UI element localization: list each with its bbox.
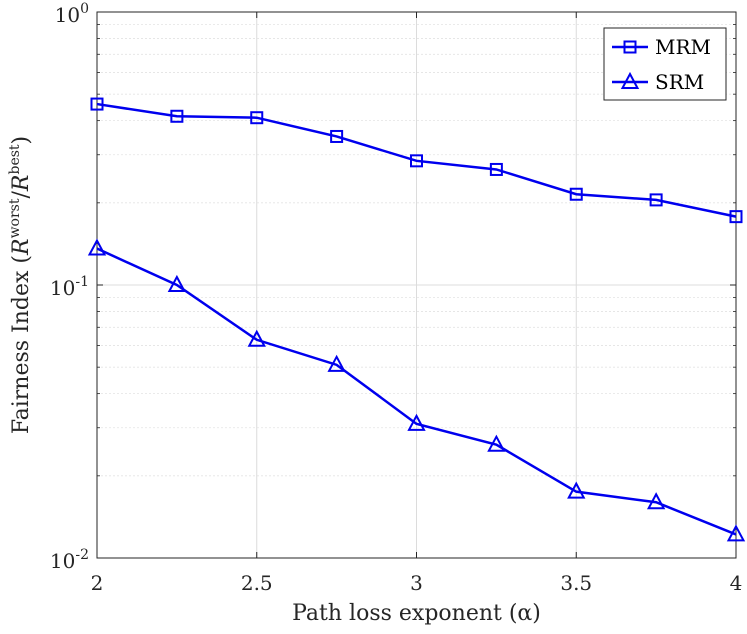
data-point-srm	[726, 524, 746, 542]
data-point-srm	[407, 413, 426, 431]
data-point-mrm	[649, 193, 663, 207]
data-point-srm	[646, 492, 666, 510]
x-tick-label: 2.5	[241, 571, 273, 595]
axis-ticks: 2 2.5 3 3.5 4 100 10-1 10-2	[50, 1, 742, 595]
y-axis-label-r1: R	[9, 238, 34, 256]
series-group	[87, 97, 746, 542]
x-tick-label: 3.5	[560, 571, 592, 595]
y-axis-label-slash: /	[9, 191, 34, 199]
legend-label-mrm: MRM	[655, 35, 711, 59]
data-point-mrm	[489, 162, 503, 176]
y-axis-label-sup2: best	[7, 144, 23, 174]
data-point-srm	[87, 238, 107, 256]
x-tick-label: 2	[91, 571, 104, 595]
y-axis-label-prefix: Fairness Index (	[9, 255, 34, 434]
data-point-mrm	[330, 129, 344, 143]
y-axis-label-suffix: )	[9, 136, 34, 145]
data-point-mrm	[729, 210, 743, 224]
y-axis-label: Fairness Index (Rworst/Rbest)	[7, 136, 34, 434]
x-tick-label: 3	[410, 571, 423, 595]
data-point-srm	[487, 434, 506, 452]
legend: MRM SRM	[603, 27, 727, 101]
data-point-mrm	[410, 154, 423, 168]
y-tick-label: 100	[55, 1, 89, 27]
data-point-srm	[247, 329, 266, 347]
data-point-mrm	[569, 187, 583, 201]
data-point-mrm	[170, 109, 184, 123]
x-axis-label: Path loss exponent (α)	[292, 601, 541, 626]
data-point-mrm	[250, 111, 264, 125]
data-point-mrm	[90, 97, 104, 111]
data-point-srm	[327, 354, 346, 372]
data-point-srm	[567, 481, 586, 499]
data-point-srm	[167, 274, 187, 292]
series-line-mrm	[96, 102, 737, 218]
y-axis-label-r2: R	[9, 175, 34, 193]
y-axis-label-sup1: worst	[7, 198, 23, 238]
legend-label-srm: SRM	[655, 70, 704, 94]
legend-marker-srm	[620, 71, 640, 89]
y-tick-label: 10-2	[50, 547, 89, 573]
legend-marker-mrm	[623, 40, 637, 54]
y-tick-label: 10-1	[50, 274, 89, 300]
series-line-srm	[96, 247, 737, 536]
x-tick-label: 4	[730, 571, 743, 595]
